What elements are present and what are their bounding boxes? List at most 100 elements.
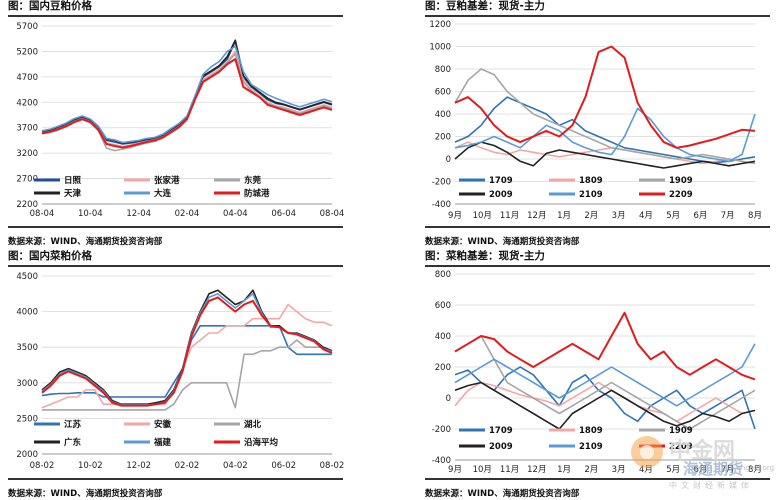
y-tick-label: -400: [432, 456, 451, 466]
x-tick-label: 08-02: [30, 461, 55, 471]
legend-label: 东莞: [244, 175, 262, 186]
x-tick-label: 02-04: [175, 209, 200, 219]
watermark-logo-inner-icon: [640, 445, 654, 459]
legend-label: 沿海平均: [243, 437, 279, 448]
legend-label: 大连: [154, 188, 172, 199]
y-tick-label: 800: [435, 65, 451, 75]
y-tick-label: 5200: [16, 47, 38, 57]
legend-label: 1809: [579, 426, 603, 436]
plot-area: [42, 276, 332, 454]
legend-label: 福建: [153, 437, 172, 448]
legend-label: 1909: [669, 176, 693, 186]
y-tick-label: 4700: [16, 73, 38, 83]
x-tick-label: 1月: [557, 465, 571, 475]
legend-label: 2009: [489, 190, 513, 200]
x-tick-label: 3月: [612, 211, 626, 221]
y-tick-label: 4000: [16, 308, 38, 318]
y-tick-label: 800: [435, 270, 451, 280]
watermark-brand-en: cngold.org: [737, 464, 774, 472]
x-tick-label: 12-02: [126, 461, 151, 471]
x-tick-label: 04-02: [223, 461, 248, 471]
legend-label: 2109: [579, 190, 603, 200]
x-tick-label: 06-04: [271, 209, 296, 219]
y-tick-label: 400: [435, 110, 451, 120]
x-tick-label: 08-02: [320, 461, 345, 471]
source-rule: [8, 226, 343, 228]
legend-label: 日照: [64, 176, 82, 186]
rapemeal-basis-chart: -400 -200 0 200 400 600 800 9月 10月 11月 12月 1月 2月 3月 4月…: [432, 270, 762, 475]
title-rule: [425, 15, 770, 17]
series-line-2109: [454, 107, 756, 163]
y-tick-label: 400: [435, 332, 451, 342]
y-tick-label: 4200: [16, 98, 38, 108]
y-tick-label: 200: [435, 133, 451, 143]
source-note: 数据来源：WIND、海通期货投资咨询部: [425, 489, 580, 499]
x-tick-label: 06-02: [271, 461, 296, 471]
x-tick-label: 4月: [639, 465, 653, 475]
title-rule: [8, 15, 343, 17]
legend-label: 防城港: [244, 188, 270, 199]
x-tick-label: 8月: [748, 465, 762, 475]
legend-label: 2109: [579, 442, 603, 452]
x-tick-label: 2月: [584, 465, 598, 475]
y-tick-label: 3200: [16, 149, 38, 159]
soymeal-basis-chart: -400 -200 0 200 400 600 800 1000 1200 9月 10月 11月 12月…: [429, 20, 762, 221]
series-line-1809: [454, 141, 756, 165]
panel-title: 图：国内豆粕价格: [8, 0, 92, 12]
y-tick-label: 2700: [16, 175, 38, 185]
x-tick-label: 7月: [721, 465, 735, 475]
y-tick-label: 0: [446, 155, 451, 165]
y-tick-label: 3000: [16, 379, 38, 389]
x-tick-label: 11月: [500, 211, 519, 221]
watermark-brand-cn: 中金网: [669, 438, 735, 464]
y-tick-label: -200: [432, 425, 451, 435]
series-line-2209: [454, 45, 756, 149]
panel-soymeal-basis: 图：豆粕基差：现货-主力 -400 -200 0 200 400 600 800 1000 12…: [425, 0, 775, 250]
legend-label: 1809: [579, 176, 603, 186]
panel-title: 图：国内菜粕价格: [8, 250, 92, 262]
x-tick-label: 10-04: [78, 209, 103, 219]
y-tick-label: 3700: [16, 124, 38, 134]
y-tick-label: 1000: [429, 43, 451, 53]
x-tick-label: 6月: [693, 465, 707, 475]
panel-title: 图：菜粕基差：现货-主力: [425, 250, 545, 262]
x-tick-label: 10月: [473, 211, 492, 221]
series-line-防城港: [41, 58, 333, 149]
x-tick-label: 5月: [666, 465, 680, 475]
series-line-2209: [454, 311, 756, 381]
panel-rapemeal-basis: 图：菜粕基差：现货-主力 -400 -200 0 200 400 600 800 9月 10月 1…: [425, 250, 775, 500]
series-line-2009: [454, 141, 756, 169]
source-rule: [425, 226, 770, 228]
y-tick-label: 1200: [429, 20, 451, 30]
series-line-2009: [454, 381, 756, 430]
source-note: 数据来源：WIND、海通期货投资咨询部: [8, 237, 163, 247]
x-tick-label: 10月: [473, 465, 492, 475]
series-line-大连: [41, 45, 333, 144]
series-line-沿海平均: [41, 296, 333, 407]
source-rule: [425, 478, 770, 480]
watermark: 中金网 cngold.org 海通期货 中文财经新媒体: [631, 436, 774, 490]
x-tick-label: 2月: [584, 211, 598, 221]
y-tick-label: 2000: [16, 450, 38, 460]
series-line-湖北: [42, 339, 333, 411]
x-tick-label: 9月: [448, 465, 462, 475]
legend-label: 张家港: [154, 175, 180, 186]
title-rule: [8, 265, 343, 267]
series-line-2109: [454, 343, 756, 407]
y-tick-label: 5700: [16, 22, 38, 32]
x-tick-label: 12月: [527, 465, 546, 475]
legend-label: 1709: [489, 176, 513, 186]
panel-rapemeal-price: 图：国内菜粕价格 2000 2500 3000 3500 4000 4500 08-02 10…: [8, 250, 348, 500]
title-rule: [425, 265, 770, 267]
y-tick-label: 4500: [16, 272, 38, 282]
x-tick-label: 8月: [748, 211, 762, 221]
x-tick-label: 10-02: [78, 461, 103, 471]
legend-label: 2209: [669, 190, 693, 200]
soymeal-price-chart: 2200 2700 3200 3700 4200 4700 5200 5700 08-04 10-…: [16, 22, 344, 219]
legend-label: 天津: [64, 188, 82, 199]
y-tick-label: -200: [432, 178, 451, 188]
y-tick-label: 600: [435, 88, 451, 98]
source-rule: [8, 478, 343, 480]
legend-label: 2209: [669, 442, 693, 452]
source-note: 数据来源：WIND、海通期货投资咨询部: [8, 489, 163, 499]
